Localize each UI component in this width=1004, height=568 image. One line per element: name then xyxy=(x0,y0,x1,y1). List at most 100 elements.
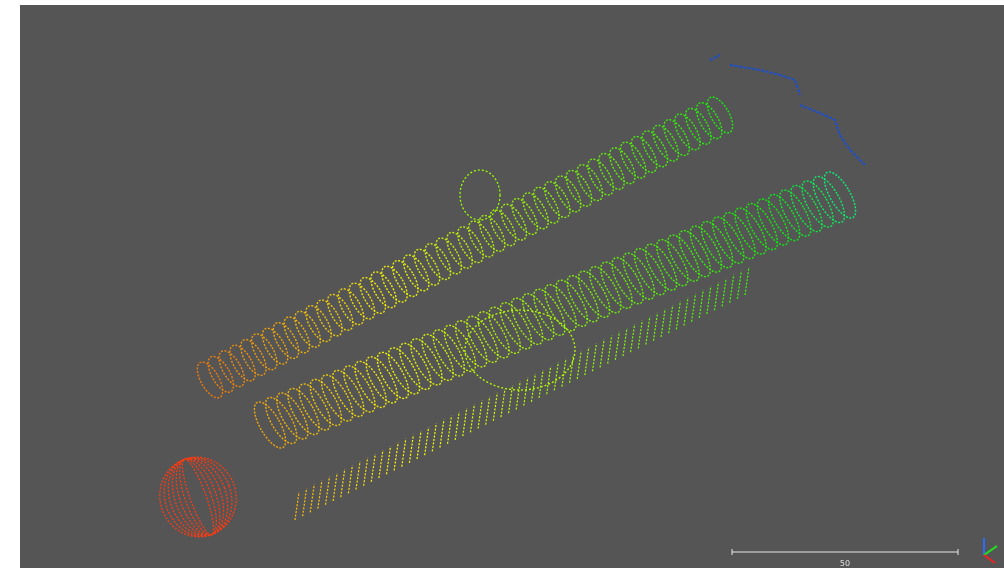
comb-stroke xyxy=(576,350,582,379)
middle-ring xyxy=(544,283,577,332)
comb-stroke xyxy=(729,274,735,303)
middle-ring xyxy=(823,171,857,219)
middle-ring xyxy=(734,207,767,255)
upper-ring xyxy=(370,271,397,309)
middle-ring xyxy=(454,320,488,368)
upper-ring xyxy=(424,243,452,281)
comb-stroke xyxy=(431,423,437,452)
upper-ring xyxy=(543,180,571,219)
upper-ring xyxy=(305,305,332,343)
middle-ring xyxy=(253,401,287,449)
upper-ring xyxy=(283,316,311,354)
comb-stroke xyxy=(584,346,590,376)
point-cloud-viewport[interactable]: 50 xyxy=(20,5,1004,568)
upper-ring xyxy=(218,350,246,388)
comb-stroke xyxy=(691,293,697,322)
upper-ring xyxy=(598,152,625,190)
upper-ring xyxy=(435,237,463,275)
middle-ring xyxy=(499,302,533,350)
upper-ring xyxy=(565,169,593,207)
comb-stroke xyxy=(660,308,666,338)
middle-ring xyxy=(711,216,745,264)
middle-ring xyxy=(723,211,756,260)
comb-stroke xyxy=(485,396,491,425)
comb-stroke xyxy=(294,491,300,521)
middle-ring xyxy=(443,324,477,373)
comb-stroke xyxy=(469,404,476,433)
middle-ring xyxy=(577,270,611,318)
middle-ring xyxy=(264,396,298,445)
middle-ring xyxy=(521,292,555,341)
middle-ring xyxy=(432,329,466,377)
comb-stroke xyxy=(385,446,392,475)
upper-ring xyxy=(413,248,441,286)
comb-stroke xyxy=(477,400,483,429)
upper-ring xyxy=(467,220,495,258)
middle-ring xyxy=(689,225,723,273)
middle-ring xyxy=(633,247,667,296)
middle-ring xyxy=(398,342,432,391)
middle-ring xyxy=(320,374,354,422)
comb-stroke xyxy=(378,449,384,479)
middle-ring xyxy=(466,315,499,364)
upper-ring xyxy=(348,282,376,320)
sphere-ring xyxy=(159,456,237,538)
comb-stroke xyxy=(637,320,643,349)
middle-ring xyxy=(778,189,812,237)
upper-ring xyxy=(359,276,387,315)
middle-ring xyxy=(298,383,332,431)
upper-ring xyxy=(250,333,278,371)
upper-ring xyxy=(663,118,690,157)
sphere-ring xyxy=(163,457,233,537)
upper-ring xyxy=(261,327,289,365)
scale-bar-label: 50 xyxy=(840,559,850,568)
comb-stroke xyxy=(370,453,376,482)
comb-stroke xyxy=(324,476,331,505)
comb-stroke xyxy=(561,358,567,387)
upper-ring xyxy=(619,141,647,179)
comb-stroke xyxy=(515,381,521,410)
middle-ring xyxy=(387,347,421,395)
middle-ring xyxy=(343,365,376,413)
upper-ring xyxy=(674,113,701,151)
upper-ring xyxy=(294,310,322,348)
upper-ring xyxy=(229,344,256,382)
upper-ring xyxy=(207,355,235,393)
upper-ring xyxy=(489,209,517,247)
far-end-outline xyxy=(709,54,866,166)
middle-ring xyxy=(656,238,689,287)
middle-ring xyxy=(644,243,678,291)
middle-ring xyxy=(812,175,846,224)
comb-stroke xyxy=(530,373,537,402)
comb-stroke xyxy=(309,484,315,513)
upper-ring xyxy=(608,147,636,185)
comb-stroke xyxy=(645,316,651,345)
middle-ring xyxy=(533,288,566,337)
comb-stroke xyxy=(416,430,422,460)
comb-stroke xyxy=(424,427,430,456)
sphere-ring xyxy=(167,457,229,537)
upper-ring xyxy=(446,231,473,269)
bulge xyxy=(459,169,501,221)
comb-stroke xyxy=(507,385,514,414)
middle-ring xyxy=(510,297,544,346)
comb-stroke xyxy=(302,488,308,517)
comb-stroke xyxy=(523,377,529,406)
middle-ring xyxy=(622,252,656,300)
middle-ring xyxy=(756,198,790,246)
comb-stroke xyxy=(317,480,323,509)
upper-ring xyxy=(240,338,267,377)
comb-stroke xyxy=(675,301,681,330)
upper-ring xyxy=(457,226,484,264)
middle-ring xyxy=(410,338,443,386)
sphere-ring xyxy=(181,458,215,536)
comb-stroke xyxy=(462,408,468,437)
middle-ring xyxy=(790,184,823,233)
upper-ring xyxy=(554,175,582,213)
upper-ring xyxy=(337,288,365,326)
comb-stroke xyxy=(332,472,338,502)
comb-stroke xyxy=(446,415,453,444)
comb-stroke xyxy=(652,312,659,341)
comb-stroke xyxy=(347,465,353,494)
